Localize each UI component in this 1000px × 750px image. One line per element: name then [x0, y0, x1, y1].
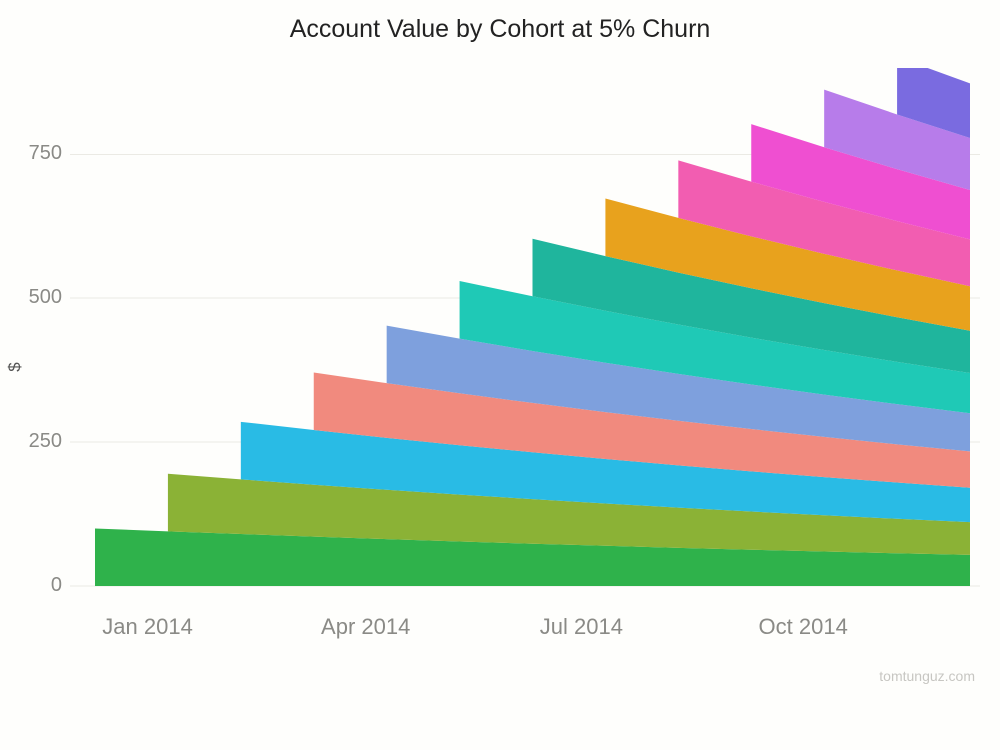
y-tick-label: 750: [29, 142, 62, 165]
chart-container: Account Value by Cohort at 5% Churn $ Ja…: [0, 0, 1000, 750]
plot-area: Jan 2014 Apr 2014 Jul 2014 Oct 2014: [70, 68, 980, 666]
chart-title: Account Value by Cohort at 5% Churn: [0, 15, 1000, 44]
y-tick-label: 0: [51, 574, 62, 597]
x-tick-label: Jul 2014: [540, 614, 623, 639]
y-axis-label: $: [5, 352, 25, 382]
x-tick-label: Apr 2014: [321, 614, 410, 639]
x-tick-label: Jan 2014: [102, 614, 193, 639]
chart-svg: Jan 2014 Apr 2014 Jul 2014 Oct 2014: [70, 68, 980, 666]
attribution-text: tomtunguz.com: [879, 668, 975, 684]
y-tick-label: 250: [29, 430, 62, 453]
x-tick-label: Oct 2014: [759, 614, 848, 639]
y-tick-label: 500: [29, 286, 62, 309]
